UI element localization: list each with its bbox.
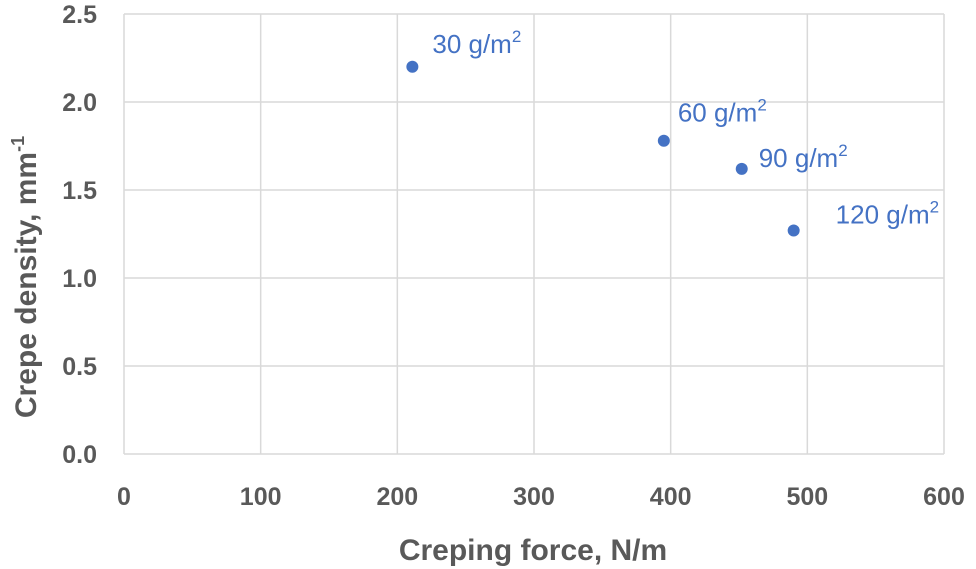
x-tick-label: 200 <box>376 483 418 511</box>
data-label-superscript: 2 <box>757 96 766 115</box>
data-label-superscript: 2 <box>512 27 521 46</box>
x-tick-label: 500 <box>786 483 828 511</box>
y-tick-label: 1.0 <box>62 265 97 293</box>
y-axis-title: Crepe density, mm-1 <box>8 136 43 418</box>
x-tick-label: 100 <box>240 483 282 511</box>
data-label: 120 g/m2 <box>836 197 939 229</box>
data-point <box>787 224 800 237</box>
data-label-superscript: 2 <box>838 141 847 160</box>
y-tick-labels: 0.0 0.5 1.0 1.5 2.0 2.5 <box>62 1 97 469</box>
y-tick-label: 1.5 <box>62 177 97 205</box>
y-axis-title-text: Crepe density, mm <box>10 152 43 418</box>
x-tick-labels: 0 100 200 300 400 500 600 <box>117 483 965 511</box>
y-tick-label: 2.5 <box>62 1 97 29</box>
data-point <box>657 134 670 147</box>
x-tick-label: 0 <box>117 483 131 511</box>
data-label: 30 g/m2 <box>432 27 521 59</box>
data-label: 90 g/m2 <box>759 141 848 173</box>
data-label-superscript: 2 <box>930 197 939 216</box>
grid-lines <box>123 13 945 455</box>
data-label-text: 120 g/m <box>836 199 930 229</box>
data-points <box>406 60 800 237</box>
data-label-text: 60 g/m <box>678 98 758 128</box>
x-tick-label: 600 <box>923 483 965 511</box>
y-tick-label: 0.0 <box>62 441 97 469</box>
y-tick-label: 0.5 <box>62 353 97 381</box>
data-label-text: 30 g/m <box>432 29 512 59</box>
data-point <box>735 162 748 175</box>
y-axis-title-superscript: -1 <box>8 136 28 152</box>
x-tick-label: 400 <box>650 483 692 511</box>
data-label: 60 g/m2 <box>678 96 767 128</box>
data-point <box>406 60 419 73</box>
x-tick-label: 300 <box>513 483 555 511</box>
y-tick-label: 2.0 <box>62 89 97 117</box>
x-axis-title: Creping force, N/m <box>399 534 667 567</box>
data-label-text: 90 g/m <box>759 143 839 173</box>
